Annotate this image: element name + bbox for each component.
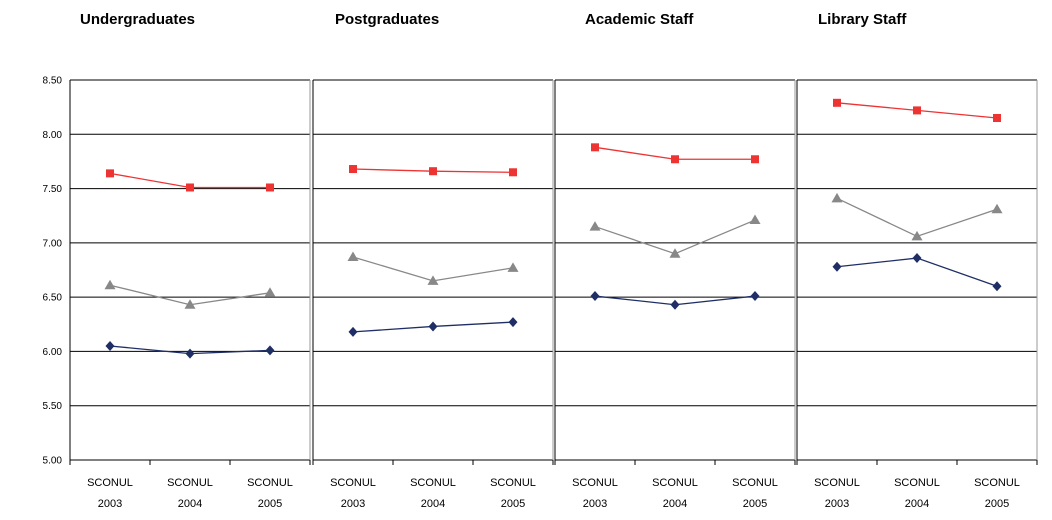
x-tick-label: SCONUL [247, 477, 293, 489]
y-tick-label: 7.50 [43, 184, 63, 195]
x-tick-label: 2004 [421, 498, 445, 510]
x-tick-label: 2004 [178, 498, 202, 510]
data-point-grey [991, 203, 1003, 214]
data-point-red [751, 155, 759, 164]
data-point-navy [428, 321, 438, 332]
data-point-navy [670, 299, 680, 310]
data-point-red [913, 106, 921, 115]
data-point-red [671, 155, 679, 164]
y-tick-label: 8.50 [43, 76, 63, 87]
x-tick-label: SCONUL [974, 477, 1020, 489]
y-tick-label: 6.00 [43, 347, 63, 358]
y-tick-label: 5.50 [43, 401, 63, 412]
data-point-navy [992, 281, 1002, 292]
y-tick-label: 5.00 [43, 456, 63, 467]
x-tick-label: 2003 [825, 498, 849, 510]
x-tick-label: SCONUL [652, 477, 698, 489]
panel-title: Academic Staff [585, 11, 694, 28]
data-point-grey [184, 299, 196, 309]
data-point-grey [104, 279, 116, 290]
x-tick-label: SCONUL [330, 477, 376, 489]
x-tick-label: SCONUL [410, 477, 456, 489]
x-tick-label: SCONUL [167, 477, 213, 489]
data-point-navy [265, 345, 275, 356]
data-point-red [186, 183, 194, 192]
x-tick-label: 2005 [985, 498, 1009, 510]
x-tick-label: 2003 [341, 498, 365, 510]
x-tick-label: 2005 [743, 498, 767, 510]
data-point-navy [912, 253, 922, 264]
data-point-grey [669, 248, 681, 258]
x-tick-label: 2003 [98, 498, 122, 510]
x-tick-label: 2004 [663, 498, 687, 510]
data-point-red [993, 114, 1001, 122]
data-point-grey [589, 221, 601, 231]
series-line-grey [836, 197, 998, 238]
x-tick-label: 2004 [905, 498, 929, 510]
data-point-grey [427, 275, 439, 285]
data-point-navy [750, 291, 760, 302]
x-tick-label: 2005 [258, 498, 282, 510]
x-tick-label: SCONUL [572, 477, 618, 489]
panel-academic-staff: Academic Staff SCONUL 2003 SCONUL 2004 SCONUL… [554, 11, 796, 510]
data-point-navy [590, 291, 600, 302]
data-point-red [106, 169, 114, 178]
data-point-grey [911, 230, 923, 241]
data-point-red [509, 168, 517, 177]
panel-title: Undergraduates [80, 11, 195, 28]
y-tick-label: 8.00 [43, 130, 63, 141]
panel-undergraduates: Undergraduates SCONUL 2003 SCONUL 2004 SCONUL… [69, 11, 311, 510]
data-point-grey [749, 214, 761, 225]
data-point-red [266, 183, 274, 192]
y-tick-label: 7.00 [43, 238, 63, 249]
data-point-grey [831, 192, 843, 203]
x-tick-label: 2003 [583, 498, 607, 510]
data-point-grey [347, 251, 359, 261]
x-tick-label: SCONUL [814, 477, 860, 489]
data-point-red [429, 167, 437, 176]
y-tick-label: 6.50 [43, 293, 63, 304]
panel-title: Postgraduates [335, 11, 439, 28]
panel-postgraduates: Postgraduates SCONUL 2003 SCONUL 2004 SCONUL 2… [312, 11, 554, 510]
panel-title: Library Staff [818, 11, 907, 28]
data-point-red [833, 98, 841, 107]
panel-library-staff: Library Staff SCONUL 2003 SCONUL 2004 SCONUL 2… [796, 11, 1038, 510]
data-point-navy [348, 326, 358, 337]
x-tick-label: SCONUL [87, 477, 133, 489]
data-point-red [591, 143, 599, 152]
data-point-navy [832, 261, 842, 272]
data-point-navy [105, 341, 115, 351]
x-tick-label: SCONUL [490, 477, 536, 489]
data-point-navy [508, 317, 518, 328]
x-tick-label: SCONUL [894, 477, 940, 489]
data-point-navy [185, 348, 195, 359]
x-tick-label: 2005 [501, 498, 525, 510]
x-tick-label: SCONUL [732, 477, 778, 489]
data-point-red [349, 165, 357, 174]
data-point-grey [507, 262, 519, 272]
data-point-grey [264, 287, 276, 297]
